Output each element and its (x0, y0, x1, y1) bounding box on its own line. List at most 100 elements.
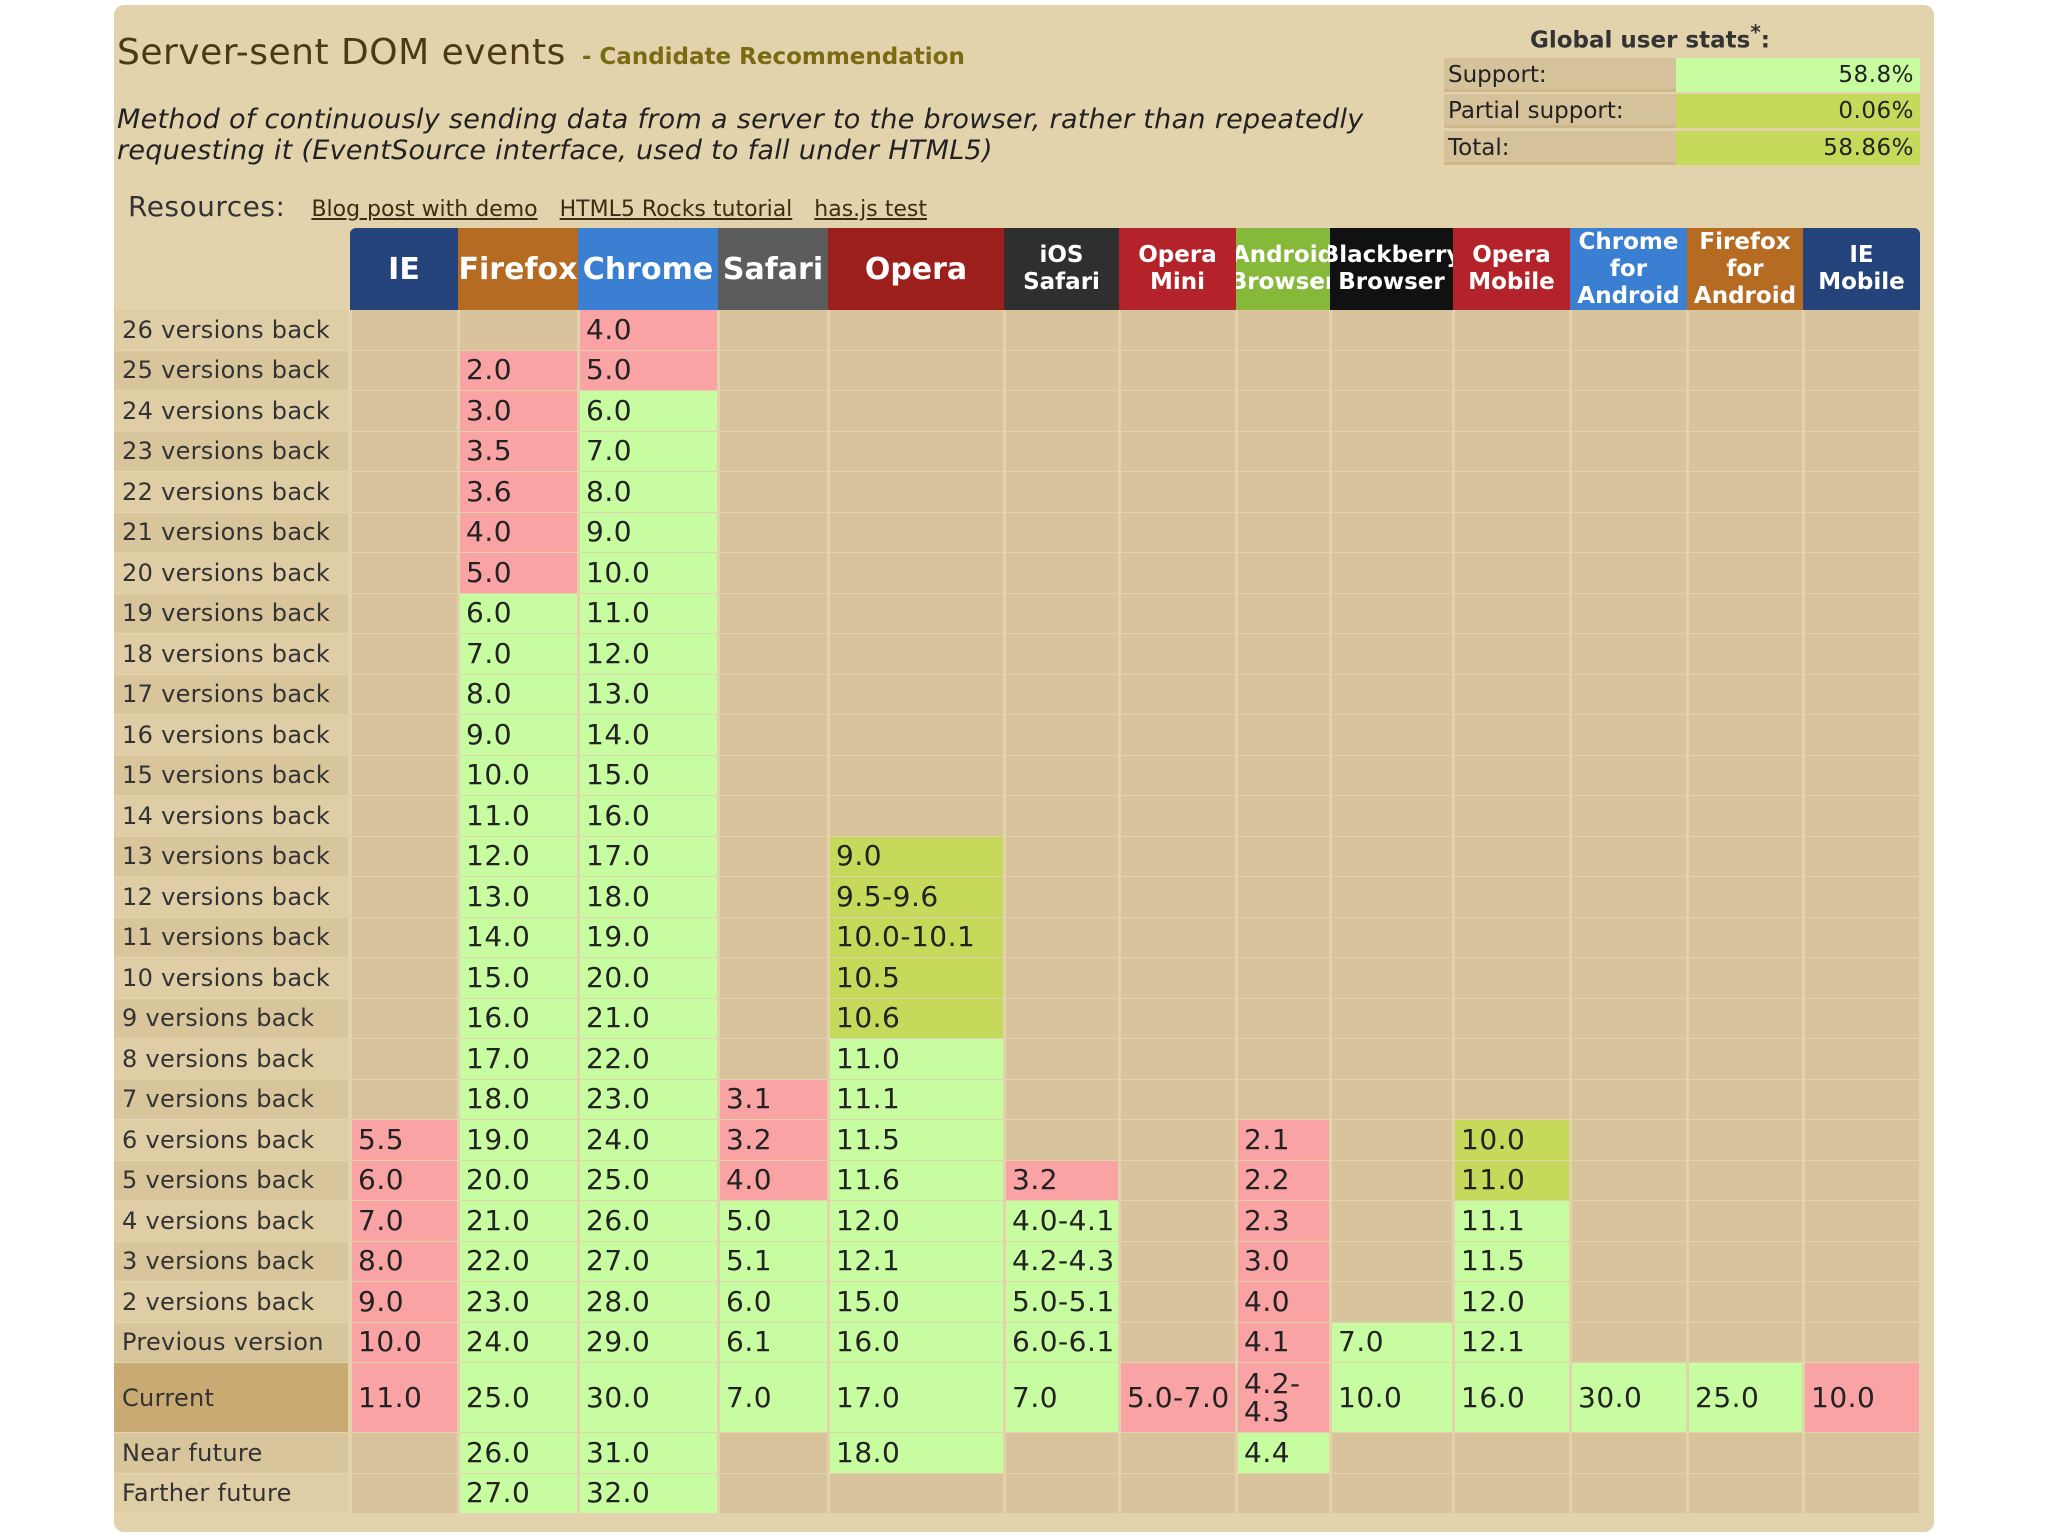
support-cell: 10.0 (1332, 1363, 1452, 1432)
support-cell: 7.0 (1332, 1322, 1452, 1362)
empty-cell (1572, 350, 1686, 390)
empty-cell (830, 755, 1003, 795)
empty-cell (1455, 674, 1569, 714)
support-cell: 24.0 (580, 1120, 717, 1160)
empty-cell (352, 836, 457, 876)
empty-cell (1121, 512, 1235, 552)
support-cell: 18.0 (460, 1079, 577, 1119)
row-label: 15 versions back (114, 755, 348, 795)
empty-cell (1006, 998, 1118, 1038)
empty-cell (1572, 1120, 1686, 1160)
empty-cell (1455, 917, 1569, 957)
support-cell: 11.0 (580, 593, 717, 633)
support-cell: 10.0-10.1 (830, 917, 1003, 957)
empty-cell (1689, 877, 1802, 917)
empty-cell (1121, 472, 1235, 512)
support-cell: 3.0 (460, 391, 577, 431)
empty-cell (1332, 1120, 1452, 1160)
empty-cell (1121, 796, 1235, 836)
support-cell: 7.0 (1006, 1363, 1118, 1432)
browser-header-firefox-for-android: Firefox for Android (1687, 228, 1803, 310)
empty-cell (1455, 1039, 1569, 1079)
empty-cell (1121, 1120, 1235, 1160)
empty-cell (720, 1039, 827, 1079)
row-label: 2 versions back (114, 1282, 348, 1322)
support-cell: 3.6 (460, 472, 577, 512)
empty-cell (1332, 796, 1452, 836)
row-label: 4 versions back (114, 1201, 348, 1241)
empty-cell (830, 674, 1003, 714)
empty-cell (1572, 553, 1686, 593)
empty-cell (1805, 1322, 1919, 1362)
empty-cell (1805, 553, 1919, 593)
support-cell: 5.5 (352, 1120, 457, 1160)
empty-cell (1332, 472, 1452, 512)
empty-cell (352, 431, 457, 471)
empty-cell (1455, 391, 1569, 431)
empty-cell (720, 472, 827, 512)
row-label: 23 versions back (114, 431, 348, 471)
support-cell: 23.0 (580, 1079, 717, 1119)
support-cell: 10.5 (830, 958, 1003, 998)
support-cell: 10.0 (460, 755, 577, 795)
support-cell: 4.0 (460, 512, 577, 552)
empty-cell (1455, 1079, 1569, 1119)
empty-cell (1006, 1079, 1118, 1119)
empty-cell (1805, 431, 1919, 471)
support-cell: 11.5 (1455, 1241, 1569, 1281)
empty-cell (1332, 1160, 1452, 1200)
empty-cell (1121, 1322, 1235, 1362)
support-cell: 19.0 (460, 1120, 577, 1160)
empty-cell (1689, 674, 1802, 714)
support-cell: 18.0 (830, 1433, 1003, 1473)
support-cell: 7.0 (720, 1363, 827, 1432)
support-cell: 9.0 (460, 715, 577, 755)
empty-cell (1455, 512, 1569, 552)
support-cell: 9.0 (830, 836, 1003, 876)
empty-cell (1689, 431, 1802, 471)
empty-cell (1689, 1160, 1802, 1200)
support-cell: 10.0 (1805, 1363, 1919, 1432)
resource-link-html5-rocks[interactable]: HTML5 Rocks tutorial (559, 197, 793, 222)
global-stats-title: Global user stats*: (1470, 20, 1830, 54)
support-cell: 15.0 (830, 1282, 1003, 1322)
empty-cell (1805, 836, 1919, 876)
empty-cell (1689, 1079, 1802, 1119)
empty-cell (1006, 512, 1118, 552)
empty-cell (830, 553, 1003, 593)
empty-cell (1689, 917, 1802, 957)
browser-header-chrome-for-android: Chrome for Android (1570, 228, 1687, 310)
empty-cell (830, 350, 1003, 390)
resource-link-blog-post[interactable]: Blog post with demo (311, 197, 538, 222)
empty-cell (1805, 1433, 1919, 1473)
empty-cell (720, 877, 827, 917)
empty-cell (720, 391, 827, 431)
empty-cell (1689, 350, 1802, 390)
empty-cell (1121, 917, 1235, 957)
row-label: 17 versions back (114, 674, 348, 714)
empty-cell (1121, 593, 1235, 633)
resource-link-hasjs-test[interactable]: has.js test (814, 197, 927, 222)
empty-cell (1689, 1039, 1802, 1079)
empty-cell (1689, 1282, 1802, 1322)
support-cell: 10.0 (1455, 1120, 1569, 1160)
empty-cell (1006, 634, 1118, 674)
empty-cell (1121, 350, 1235, 390)
empty-cell (1006, 1039, 1118, 1079)
support-cell: 12.0 (580, 634, 717, 674)
support-cell: 21.0 (460, 1201, 577, 1241)
empty-cell (1805, 755, 1919, 795)
support-cell: 4.0 (1238, 1282, 1329, 1322)
empty-cell (1572, 715, 1686, 755)
support-cell: 30.0 (580, 1363, 717, 1432)
support-cell: 16.0 (1455, 1363, 1569, 1432)
support-cell: 11.0 (460, 796, 577, 836)
empty-cell (1805, 634, 1919, 674)
row-label: 3 versions back (114, 1241, 348, 1281)
support-cell: 11.5 (830, 1120, 1003, 1160)
empty-cell (1805, 1120, 1919, 1160)
empty-cell (1238, 431, 1329, 471)
empty-cell (1006, 715, 1118, 755)
empty-cell (1689, 593, 1802, 633)
empty-cell (1121, 1160, 1235, 1200)
